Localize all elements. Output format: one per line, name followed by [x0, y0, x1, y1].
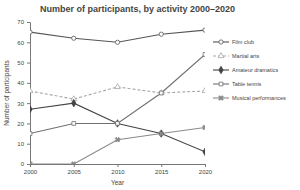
point-marker: [203, 28, 205, 32]
plot: 2000 2005 2010 2015 2020 0 10 20 30 40 50 60 70: [17, 19, 213, 175]
point-marker: [203, 53, 205, 57]
title: Number of participants, by activity 2000…: [40, 4, 235, 14]
y-axis: 0 10 20 30 40 50 60 70: [17, 19, 30, 167]
legend-item: Amateur dramatics: [213, 66, 278, 73]
tick: 2020: [199, 164, 213, 175]
point-marker: [116, 122, 120, 126]
tick-mark: [27, 123, 30, 124]
y-axis-title: Number of participants: [3, 60, 11, 126]
tick-label: 70: [17, 19, 24, 25]
tick: 2005: [68, 164, 82, 175]
series-line: [30, 127, 205, 164]
x-axis-title: Year: [111, 179, 125, 186]
tick-label: 2010: [111, 169, 125, 175]
tick-mark: [27, 144, 30, 145]
point-marker: [158, 90, 164, 95]
tick-label: 0: [21, 161, 25, 167]
tick-mark: [205, 164, 206, 167]
point-marker: [72, 36, 76, 40]
legend-label: Musical performances: [232, 95, 286, 101]
tick-label: 2020: [199, 169, 213, 175]
point-marker: [70, 160, 77, 164]
tick-label: 60: [17, 40, 24, 46]
tick: 2015: [155, 164, 169, 175]
tick-mark: [27, 164, 30, 165]
tick-label: 10: [17, 141, 24, 147]
point-marker: [115, 120, 119, 127]
point-marker: [30, 132, 32, 136]
legend-marker: [219, 82, 223, 86]
axis-line: [31, 165, 206, 168]
point-marker: [72, 99, 76, 106]
legend-marker: [217, 94, 224, 101]
point-marker: [30, 160, 34, 164]
tick-mark: [27, 22, 30, 23]
legend-label: Film club: [232, 39, 254, 45]
series-line: [30, 54, 205, 133]
tick-mark: [74, 164, 75, 167]
tick-label: 40: [17, 80, 24, 86]
x-axis: 2000 2005 2010 2015 2020: [24, 164, 213, 175]
legend-label: Table tennis: [232, 81, 262, 87]
tick: 10: [17, 141, 30, 147]
tick: 60: [17, 40, 30, 46]
legend-item: Film club: [213, 39, 254, 45]
tick-mark: [27, 103, 30, 104]
point-marker: [115, 84, 121, 89]
legend-item: Martial arts: [213, 53, 259, 59]
legend-marker: [218, 53, 224, 58]
tick: 50: [17, 60, 30, 66]
point-marker: [159, 91, 163, 95]
tick: 2010: [111, 164, 125, 175]
tick-label: 50: [17, 60, 24, 66]
tick-label: 20: [17, 121, 24, 127]
legend-label: Amateur dramatics: [232, 67, 278, 73]
point-marker: [115, 40, 119, 44]
point-marker: [202, 88, 205, 93]
tick-mark: [118, 164, 119, 167]
tick-label: 2005: [68, 169, 82, 175]
point-marker: [201, 124, 205, 131]
series-group: [30, 28, 205, 164]
point-marker: [114, 136, 121, 143]
tick-label: 2015: [155, 169, 169, 175]
point-marker: [30, 30, 32, 34]
point-marker: [158, 130, 165, 137]
legend-label: Martial arts: [232, 53, 259, 59]
legend-marker: [219, 40, 223, 44]
tick: 2000: [24, 164, 38, 175]
tick-label: 2000: [24, 169, 38, 175]
tick: 0: [21, 161, 30, 167]
point-marker: [203, 148, 205, 155]
tick-label: 30: [17, 101, 24, 107]
tick-mark: [27, 63, 30, 64]
tick-mark: [27, 42, 30, 43]
tick: 20: [17, 121, 30, 127]
point-marker: [159, 32, 163, 36]
point-marker: [30, 88, 33, 93]
legend-marker: [219, 66, 223, 73]
tick: 70: [17, 19, 30, 25]
point-marker: [72, 122, 76, 126]
legend-item: Musical performances: [213, 94, 286, 101]
tick-mark: [161, 164, 162, 167]
tick-mark: [27, 83, 30, 84]
tick: 40: [17, 80, 30, 86]
legend-item: Table tennis: [213, 81, 262, 87]
chart: 2000 2005 2010 2015 2020 0 10 20 30 40 50 60 70 Numbe…: [0, 0, 300, 190]
legend: Film club Martial arts Amateur dramatics Ta…: [213, 39, 286, 102]
axis-line: [27, 23, 31, 165]
tick: 30: [17, 101, 30, 107]
point-marker: [30, 106, 32, 113]
